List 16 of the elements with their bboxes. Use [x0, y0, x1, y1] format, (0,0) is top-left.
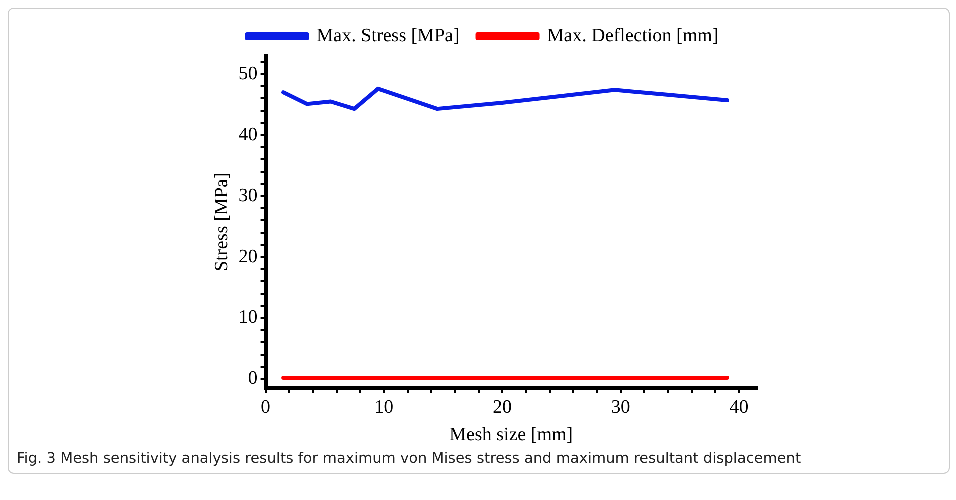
y-tick-label: 10: [238, 307, 258, 328]
x-tick-label: 20: [493, 396, 512, 418]
x-tick-label: 30: [611, 396, 630, 418]
y-tick-label: 50: [238, 63, 258, 84]
x-tick-label: 40: [730, 396, 749, 418]
x-tick-label: 10: [374, 396, 394, 418]
y-tick-label: 20: [238, 246, 258, 268]
caption: Fig. 3 Mesh sensitivity analysis results for maximum von Mises stress and maximum resultant displacement: [16, 450, 802, 469]
x-axis-title: Mesh size [mm]: [450, 424, 574, 446]
y-tick-label: 0: [248, 368, 258, 390]
legend-label: Max. Stress [MPa]: [316, 25, 460, 46]
x-tick-label: 0: [261, 396, 271, 418]
y-axis-title: Stress [MPa]: [211, 172, 232, 272]
y-tick-label: 40: [238, 124, 258, 146]
legend-label: Max. Deflection [mm]: [547, 25, 719, 46]
y-tick-label: 30: [238, 185, 258, 206]
